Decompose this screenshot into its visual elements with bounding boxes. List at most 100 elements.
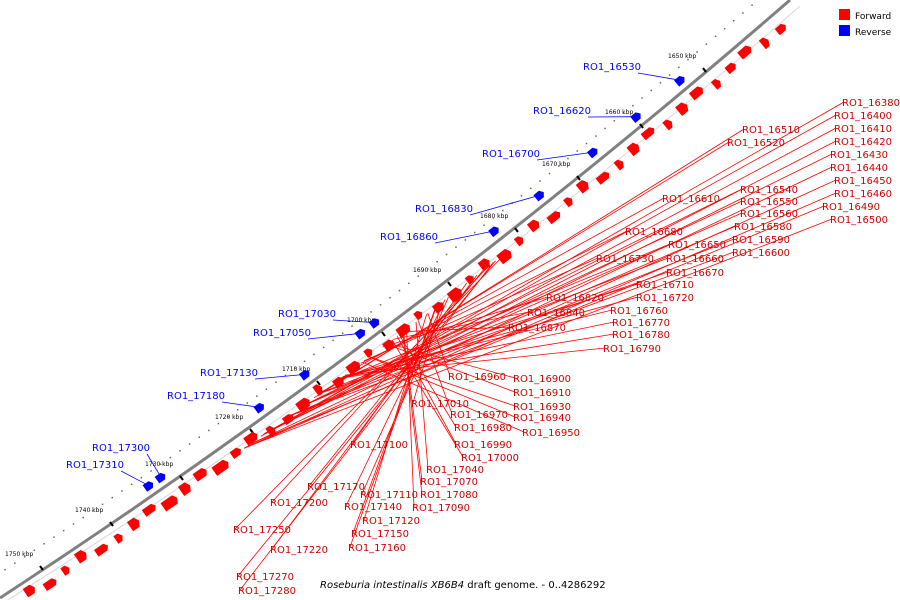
minor-tick bbox=[360, 318, 363, 320]
forward-leader-line bbox=[402, 326, 511, 333]
minor-tick bbox=[427, 268, 429, 270]
forward-gene-label: RO1_16610 bbox=[662, 194, 720, 205]
forward-leader-line bbox=[398, 334, 457, 428]
caption-rest: draft genome. - 0..4286292 bbox=[464, 580, 605, 591]
reverse-gene bbox=[142, 481, 154, 492]
forward-gene-label: RO1_17070 bbox=[420, 477, 478, 488]
minor-tick bbox=[687, 58, 689, 61]
tick-mark bbox=[702, 67, 707, 73]
minor-tick bbox=[417, 275, 419, 277]
forward-leader-line bbox=[417, 320, 453, 415]
forward-leader-line bbox=[382, 296, 549, 348]
reverse-leader-line bbox=[332, 319, 376, 323]
minor-tick bbox=[303, 360, 306, 363]
forward-gene-block bbox=[94, 543, 108, 557]
reverse-gene-label: RO1_16530 bbox=[583, 62, 641, 73]
forward-gene-block bbox=[496, 248, 512, 265]
forward-gene-label: RO1_16970 bbox=[450, 410, 508, 421]
minor-tick bbox=[341, 332, 344, 334]
forward-gene-block bbox=[42, 578, 57, 591]
forward-leader-line bbox=[363, 257, 599, 362]
forward-gene-label: RO1_16440 bbox=[830, 163, 888, 174]
minor-tick bbox=[265, 388, 268, 390]
minor-tick bbox=[313, 353, 315, 356]
forward-leader-line bbox=[336, 243, 671, 382]
forward-leader-line bbox=[239, 262, 494, 591]
minor-tick bbox=[188, 443, 191, 445]
forward-gene-label: RO1_16550 bbox=[740, 197, 798, 208]
forward-gene-block bbox=[141, 503, 156, 517]
minor-tick bbox=[473, 231, 476, 234]
forward-gene-block bbox=[464, 275, 474, 285]
minor-tick bbox=[294, 367, 296, 370]
minor-tick bbox=[650, 89, 652, 92]
minor-tick bbox=[82, 516, 84, 519]
forward-gene-block bbox=[243, 432, 258, 446]
reverse-leader-line bbox=[434, 230, 495, 244]
forward-gene-block bbox=[363, 348, 373, 358]
minor-tick bbox=[236, 409, 239, 411]
forward-leader-line bbox=[263, 127, 837, 435]
forward-gene-label: RO1_17200 bbox=[270, 498, 328, 509]
tick-mark bbox=[109, 521, 114, 527]
forward-gene-label: RO1_17250 bbox=[233, 525, 291, 536]
forward-leader-line bbox=[288, 251, 735, 417]
reverse-gene-label: RO1_16830 bbox=[415, 204, 473, 215]
forward-leader-line bbox=[342, 309, 613, 378]
minor-tick bbox=[539, 180, 541, 182]
tick-label: 1670 kbp bbox=[542, 161, 570, 168]
minor-tick bbox=[275, 381, 277, 383]
minor-tick bbox=[322, 346, 325, 349]
forward-gene-block bbox=[113, 533, 123, 544]
forward-leader-line bbox=[340, 283, 639, 379]
reverse-leader-line bbox=[469, 194, 540, 216]
forward-gene-label: RO1_16420 bbox=[834, 137, 892, 148]
forward-gene-label: RO1_16510 bbox=[742, 125, 800, 136]
forward-leader-line bbox=[271, 266, 489, 503]
forward-gene-label: RO1_16540 bbox=[740, 185, 798, 196]
minor-tick bbox=[4, 568, 6, 571]
minor-tick bbox=[14, 562, 16, 564]
forward-leader-line bbox=[344, 347, 606, 376]
tick-label: 1730 kbp bbox=[145, 461, 173, 468]
forward-gene-label: RO1_16600 bbox=[732, 248, 790, 259]
tick-mark bbox=[639, 123, 644, 129]
minor-tick bbox=[659, 82, 662, 84]
forward-gene-label: RO1_17000 bbox=[461, 453, 519, 464]
forward-gene-block bbox=[774, 23, 786, 36]
forward-gene-block bbox=[395, 323, 411, 338]
reverse-leader-line bbox=[221, 401, 260, 408]
forward-leader-line bbox=[352, 306, 437, 534]
forward-gene-block bbox=[312, 384, 323, 397]
caption-species: Roseburia intestinalis XB6B4 bbox=[320, 580, 464, 591]
forward-gene-label: RO1_16820 bbox=[546, 293, 604, 304]
forward-gene-label: RO1_16680 bbox=[625, 227, 683, 238]
forward-gene-block bbox=[413, 310, 422, 321]
forward-leader-line bbox=[415, 321, 429, 470]
forward-gene-label: RO1_17280 bbox=[238, 586, 296, 597]
minor-tick bbox=[604, 127, 606, 130]
forward-leader-line bbox=[303, 188, 743, 407]
forward-gene-block bbox=[22, 584, 35, 598]
minor-tick bbox=[733, 20, 735, 22]
forward-gene-label: RO1_16490 bbox=[822, 202, 880, 213]
forward-gene-label: RO1_17100 bbox=[350, 440, 408, 451]
tick-mark bbox=[381, 331, 386, 337]
forward-gene-block bbox=[595, 171, 610, 185]
legend-forward-label: Forward bbox=[855, 12, 891, 22]
minor-tick bbox=[548, 172, 551, 175]
legend-reverse-swatch bbox=[839, 25, 850, 36]
minor-tick bbox=[613, 120, 616, 122]
tick-mark bbox=[39, 565, 44, 571]
minor-tick bbox=[398, 289, 401, 292]
forward-leader-line bbox=[244, 179, 837, 449]
forward-gene-label: RO1_16870 bbox=[508, 323, 566, 334]
forward-gene-label: RO1_17140 bbox=[344, 502, 402, 513]
tick-mark bbox=[447, 281, 452, 287]
forward-leader-line bbox=[234, 250, 509, 530]
forward-leader-line bbox=[391, 339, 464, 458]
forward-gene-block bbox=[160, 495, 178, 512]
reverse-gene bbox=[533, 190, 544, 202]
forward-gene-label: RO1_16670 bbox=[666, 268, 724, 279]
minor-tick bbox=[256, 395, 258, 397]
